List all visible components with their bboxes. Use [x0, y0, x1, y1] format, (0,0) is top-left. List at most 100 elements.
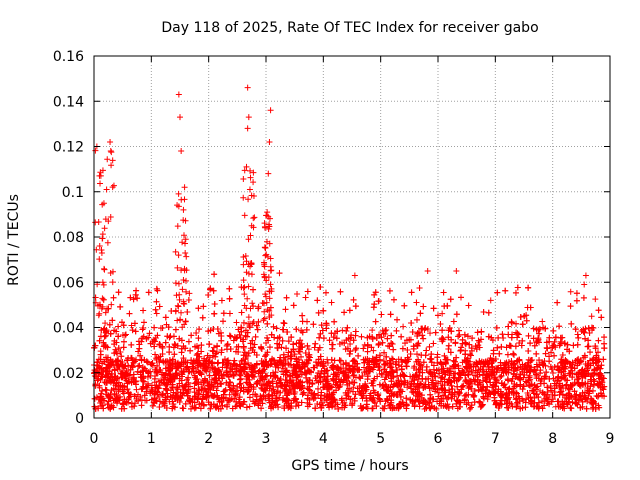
data-point [166, 343, 173, 350]
data-point [253, 396, 260, 403]
data-point [187, 405, 194, 412]
data-point [411, 377, 418, 384]
data-point [129, 327, 136, 334]
data-point [330, 334, 337, 341]
data-point [140, 307, 147, 314]
data-point [390, 296, 397, 303]
data-point [221, 388, 228, 395]
data-point [546, 358, 553, 365]
data-point [238, 309, 245, 316]
data-point [511, 351, 518, 358]
data-point [343, 327, 350, 334]
data-point [247, 340, 254, 347]
data-point [582, 381, 589, 388]
data-point [414, 351, 421, 358]
data-point [455, 333, 462, 340]
data-point [552, 334, 559, 341]
data-point [601, 334, 608, 341]
data-point [445, 345, 452, 352]
data-point [214, 360, 221, 367]
data-point [138, 396, 145, 403]
data-point [445, 394, 452, 401]
data-point [312, 395, 319, 402]
data-point [592, 296, 599, 303]
data-point [381, 349, 388, 356]
data-point [551, 352, 558, 359]
data-point [98, 327, 105, 334]
data-point [467, 352, 474, 359]
data-point [283, 328, 290, 335]
data-point [143, 335, 150, 342]
data-point [567, 288, 574, 295]
data-point [400, 323, 407, 330]
data-point [533, 339, 540, 346]
data-point [518, 342, 525, 349]
data-point [197, 405, 204, 412]
data-point [169, 384, 176, 391]
data-point [580, 294, 587, 301]
data-point [393, 367, 400, 374]
data-point [558, 388, 565, 395]
data-point [352, 332, 359, 339]
data-point [513, 395, 520, 402]
data-point [439, 310, 446, 317]
data-point [264, 334, 271, 341]
data-point [428, 351, 435, 358]
data-point [573, 391, 580, 398]
data-point [423, 347, 430, 354]
data-point [328, 383, 335, 390]
data-point [595, 349, 602, 356]
data-point [472, 343, 479, 350]
data-point [494, 344, 501, 351]
data-point [191, 372, 198, 379]
data-point [131, 320, 138, 327]
data-point [350, 296, 357, 303]
data-point [501, 381, 508, 388]
data-point [506, 342, 513, 349]
data-point [573, 290, 580, 297]
data-point [341, 309, 348, 316]
data-point [133, 386, 140, 393]
data-point [237, 380, 244, 387]
data-point [209, 347, 216, 354]
data-point [482, 377, 489, 384]
data-point [207, 405, 214, 412]
data-point [503, 344, 510, 351]
data-point [115, 379, 122, 386]
data-point [211, 271, 218, 278]
data-point [524, 304, 531, 311]
data-point [449, 385, 456, 392]
data-point [110, 294, 117, 301]
data-point [463, 391, 470, 398]
data-point [379, 382, 386, 389]
data-point [162, 339, 169, 346]
data-point [508, 318, 515, 325]
data-point [452, 340, 459, 347]
data-point [241, 349, 248, 356]
data-point [208, 401, 215, 408]
data-point [109, 317, 116, 324]
data-point [456, 331, 463, 338]
data-point [115, 289, 122, 296]
data-point [463, 401, 470, 408]
data-point [120, 338, 127, 345]
data-point [466, 405, 473, 412]
data-point [144, 359, 151, 366]
data-point [543, 339, 550, 346]
data-point [299, 312, 306, 319]
data-point [111, 390, 118, 397]
data-point [398, 333, 405, 340]
data-point [264, 320, 271, 327]
data-point [427, 330, 434, 337]
data-point [310, 321, 317, 328]
data-point [433, 405, 440, 412]
data-point [333, 335, 340, 342]
data-point [231, 334, 238, 341]
data-point [196, 326, 203, 333]
data-point [246, 403, 253, 410]
data-point [170, 333, 177, 340]
data-point [510, 370, 517, 377]
data-point [266, 344, 273, 351]
data-point [399, 359, 406, 366]
data-point [128, 341, 135, 348]
